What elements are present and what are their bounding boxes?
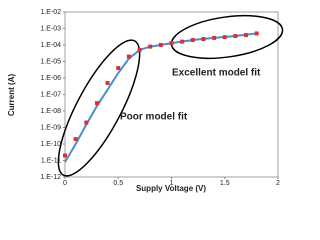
y-tick-label: 1.E-07 <box>40 91 61 98</box>
y-tick-label: 1.E-06 <box>40 75 61 82</box>
data-point <box>233 34 238 39</box>
data-point <box>84 120 89 125</box>
y-tick-label: 1.E-10 <box>40 141 61 148</box>
data-point <box>137 47 142 52</box>
data-point <box>158 43 163 47</box>
y-tick-label: 1.E-11 <box>41 157 61 164</box>
data-point <box>169 41 174 46</box>
x-tick-label: 1.5 <box>220 180 230 187</box>
y-tick-label: 1.E-12 <box>40 174 61 181</box>
y-tick-label: 1.E-09 <box>40 124 61 131</box>
data-point <box>222 35 227 40</box>
data-point <box>63 153 67 158</box>
annotation: Excellent model fit <box>172 68 261 79</box>
data-point <box>212 35 217 40</box>
ellipse-poor <box>57 39 141 177</box>
x-tick-label: 0.5 <box>113 180 123 187</box>
data-point <box>201 37 206 42</box>
data-point <box>148 44 153 49</box>
data-point <box>116 66 121 71</box>
data-point <box>126 54 131 59</box>
data-point <box>105 80 110 85</box>
data-point <box>244 33 249 38</box>
y-tick-label: 1.E-05 <box>40 58 61 65</box>
x-tick-label: 1 <box>170 180 174 187</box>
y-tick-label: 1.E-08 <box>40 108 61 115</box>
chart: Excellent model fit Poor model fit Suppl… <box>7 9 284 193</box>
y-axis-label: Current (A) <box>7 74 16 117</box>
data-point <box>180 39 185 44</box>
data-point <box>94 101 99 106</box>
data-point <box>190 38 195 43</box>
model-line <box>64 32 257 163</box>
annotation: Poor model fit <box>120 112 188 123</box>
y-tick-label: 1.E-02 <box>40 9 61 16</box>
data-point <box>254 31 259 36</box>
y-tick-label: 1.E-04 <box>40 42 61 49</box>
y-tick-label: 1.E-03 <box>40 25 61 32</box>
x-tick-label: 0 <box>63 180 67 187</box>
x-tick-label: 2 <box>276 180 280 187</box>
x-axis-label: Supply Voltage (V) <box>136 184 206 193</box>
data-point <box>73 137 78 142</box>
